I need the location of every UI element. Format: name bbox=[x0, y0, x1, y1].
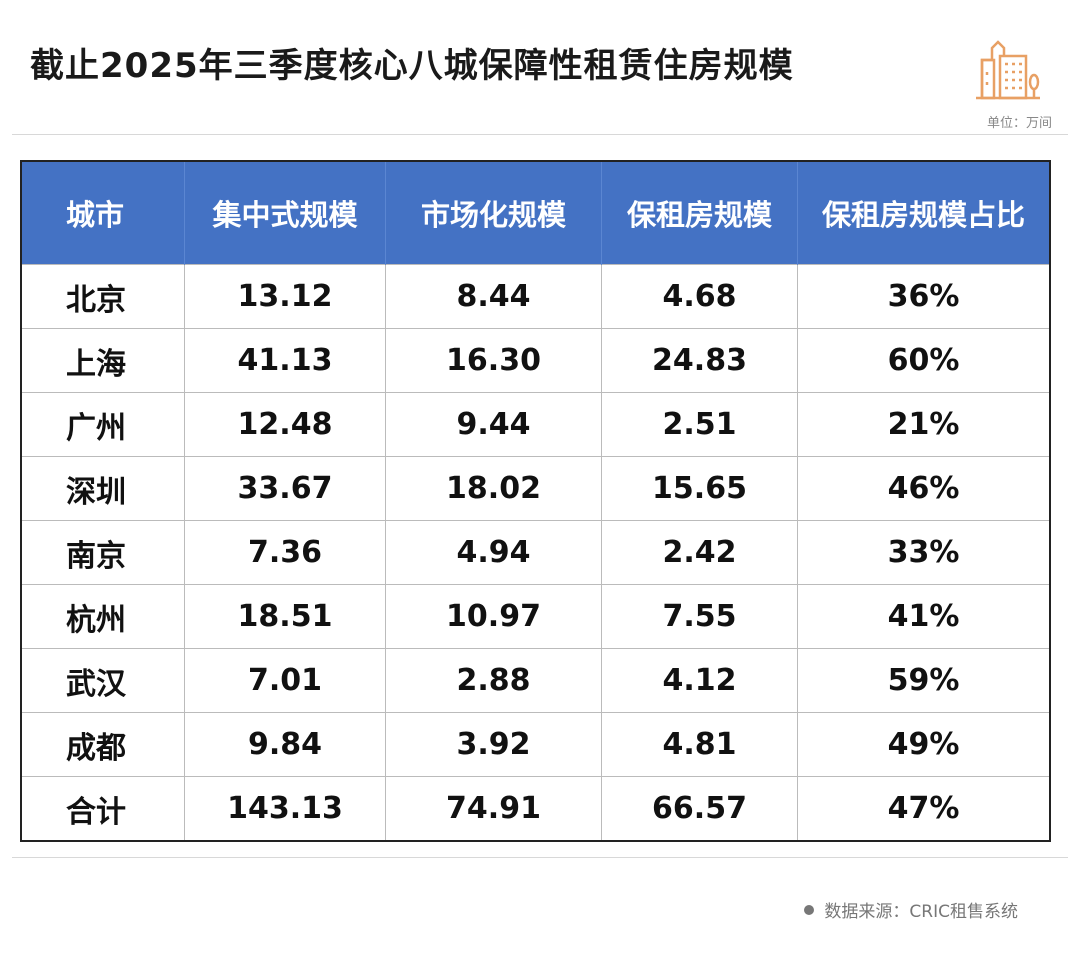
cell-city: 北京 bbox=[20, 264, 185, 329]
cell-share: 47% bbox=[797, 776, 1051, 842]
cell-share: 60% bbox=[797, 328, 1051, 393]
unit-label: 单位：万间 bbox=[986, 116, 1052, 131]
table-row: 南京 7.36 4.94 2.42 33% bbox=[20, 520, 1051, 585]
cell-market: 9.44 bbox=[385, 392, 602, 457]
cell-centralized: 143.13 bbox=[184, 776, 386, 842]
cell-city: 南京 bbox=[20, 520, 185, 585]
header-city: 城市 bbox=[21, 161, 185, 265]
cell-centralized: 7.36 bbox=[184, 520, 386, 585]
cell-affordable: 2.42 bbox=[601, 520, 798, 585]
cell-share: 49% bbox=[797, 712, 1051, 777]
cell-affordable: 4.12 bbox=[601, 648, 798, 713]
header-affordable-share: 保租房规模占比 bbox=[797, 161, 1051, 265]
cell-centralized: 33.67 bbox=[184, 456, 386, 521]
cell-city: 武汉 bbox=[20, 648, 185, 713]
table-row: 成都 9.84 3.92 4.81 49% bbox=[20, 712, 1051, 777]
cell-city: 合计 bbox=[20, 776, 185, 842]
cell-affordable: 4.81 bbox=[601, 712, 798, 777]
data-table: 城市 集中式规模 市场化规模 保租房规模 保租房规模占比 北京 13.12 8.44… bbox=[20, 160, 1051, 842]
cell-market: 2.88 bbox=[385, 648, 602, 713]
cell-affordable: 66.57 bbox=[601, 776, 798, 842]
source-text: 数据来源：CRIC租售系统 bbox=[824, 902, 1018, 922]
cell-market: 74.91 bbox=[385, 776, 602, 842]
cell-market: 3.92 bbox=[385, 712, 602, 777]
header-market: 市场化规模 bbox=[385, 161, 602, 265]
cell-city: 成都 bbox=[20, 712, 185, 777]
cell-market: 18.02 bbox=[385, 456, 602, 521]
cell-affordable: 4.68 bbox=[601, 264, 798, 329]
cell-centralized: 12.48 bbox=[184, 392, 386, 457]
cell-centralized: 7.01 bbox=[184, 648, 386, 713]
source-note: 数据来源：CRIC租售系统 bbox=[804, 897, 1018, 922]
cell-city: 广州 bbox=[20, 392, 185, 457]
cell-affordable: 24.83 bbox=[601, 328, 798, 393]
divider bbox=[12, 857, 1068, 858]
cell-share: 21% bbox=[797, 392, 1051, 457]
cell-affordable: 2.51 bbox=[601, 392, 798, 457]
cell-centralized: 13.12 bbox=[184, 264, 386, 329]
table-row: 合计 143.13 74.91 66.57 47% bbox=[20, 776, 1051, 842]
cell-centralized: 18.51 bbox=[184, 584, 386, 649]
table-row: 杭州 18.51 10.97 7.55 41% bbox=[20, 584, 1051, 649]
table-row: 广州 12.48 9.44 2.51 21% bbox=[20, 392, 1051, 457]
table-row: 武汉 7.01 2.88 4.12 59% bbox=[20, 648, 1051, 713]
table-row: 北京 13.12 8.44 4.68 36% bbox=[20, 264, 1051, 329]
header-centralized: 集中式规模 bbox=[184, 161, 386, 265]
page-title: 截止2025年三季度核心八城保障性租赁住房规模 bbox=[30, 46, 794, 86]
table-header-row: 城市 集中式规模 市场化规模 保租房规模 保租房规模占比 bbox=[21, 161, 1051, 265]
cell-affordable: 15.65 bbox=[601, 456, 798, 521]
bullet-icon bbox=[804, 904, 815, 915]
cell-share: 33% bbox=[797, 520, 1051, 585]
cell-centralized: 9.84 bbox=[184, 712, 386, 777]
cell-share: 46% bbox=[797, 456, 1051, 521]
cell-city: 上海 bbox=[20, 328, 185, 393]
building-icon bbox=[976, 40, 1040, 100]
divider bbox=[12, 134, 1068, 135]
cell-market: 4.94 bbox=[385, 520, 602, 585]
cell-share: 59% bbox=[797, 648, 1051, 713]
cell-city: 深圳 bbox=[20, 456, 185, 521]
cell-share: 41% bbox=[797, 584, 1051, 649]
cell-affordable: 7.55 bbox=[601, 584, 798, 649]
cell-market: 10.97 bbox=[385, 584, 602, 649]
cell-city: 杭州 bbox=[20, 584, 185, 649]
cell-market: 16.30 bbox=[385, 328, 602, 393]
cell-share: 36% bbox=[797, 264, 1051, 329]
cell-centralized: 41.13 bbox=[184, 328, 386, 393]
header-affordable: 保租房规模 bbox=[601, 161, 798, 265]
cell-market: 8.44 bbox=[385, 264, 602, 329]
table-row: 深圳 33.67 18.02 15.65 46% bbox=[20, 456, 1051, 521]
table-row: 上海 41.13 16.30 24.83 60% bbox=[20, 328, 1051, 393]
